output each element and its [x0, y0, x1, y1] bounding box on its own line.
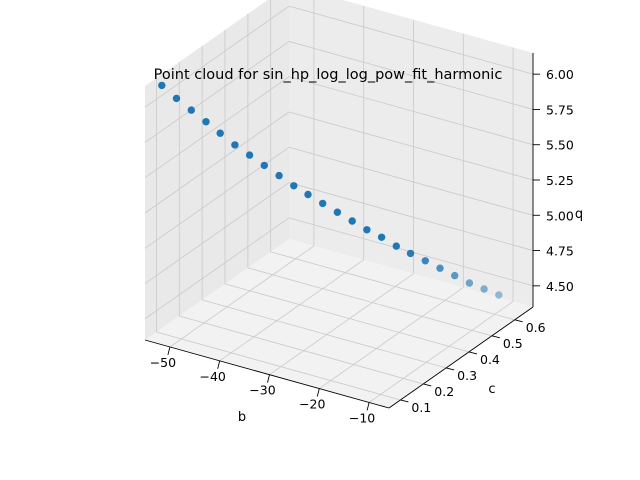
y-tick-label: 0.4: [480, 352, 500, 367]
grid-line-z: [144, 76, 290, 179]
data-point: [406, 249, 415, 258]
x-tick-label: −30: [249, 383, 275, 398]
data-point: [363, 226, 371, 234]
grid-line-y: [179, 315, 424, 385]
y-tick-mark: [491, 335, 500, 339]
data-point: [172, 94, 181, 103]
grid-line-z: [288, 182, 534, 251]
grid-line-z: [288, 146, 534, 216]
data-point: [495, 291, 503, 299]
data-point: [421, 257, 429, 265]
grid-line-z: [144, 217, 290, 320]
grid-line-x: [219, 259, 364, 362]
x-tick-label: −20: [299, 397, 325, 412]
y-tick-label: 0.1: [411, 400, 431, 415]
data-points: [158, 81, 503, 299]
grid-line-z: [288, 5, 534, 75]
data-point: [377, 233, 386, 241]
z-axis-ticks: 4.50 4.75 5.00 5.25 5.50 5.75 6.00: [533, 67, 574, 294]
y-tick-label: 0.5: [503, 336, 523, 351]
floor-pane: [145, 239, 533, 408]
x-axis-label: b: [238, 410, 246, 425]
x-axis-line: [144, 339, 390, 409]
grid-line-x: [269, 273, 414, 376]
x-tick-label: −10: [349, 410, 375, 425]
y-axis-ticks: 0.10.20.30.40.50.6: [400, 319, 546, 415]
grid-line-z: [288, 76, 534, 146]
grid-line-y: [156, 331, 401, 401]
data-point: [304, 190, 312, 199]
data-point: [260, 161, 268, 170]
data-point: [465, 279, 474, 287]
data-point: [333, 208, 342, 216]
z-tick-label: 6.00: [546, 67, 574, 82]
x-tick-mark: [217, 360, 221, 369]
data-point: [231, 141, 239, 149]
grid-line-z: [288, 41, 534, 110]
data-point: [392, 242, 400, 250]
data-point: [216, 129, 224, 137]
z-tick-label: 4.50: [546, 279, 574, 294]
y-tick-label: 0.2: [434, 384, 454, 399]
y-tick-mark: [400, 399, 409, 403]
x-tick-mark: [167, 346, 171, 356]
y-tick-mark: [446, 367, 455, 371]
x-tick-mark: [267, 374, 270, 383]
grid-line-x: [169, 245, 315, 348]
z-tick-label: 5.50: [546, 138, 574, 153]
grid-line-x: [368, 301, 514, 403]
z-axis-label: q: [575, 207, 583, 222]
grid-line-y: [202, 299, 447, 369]
data-point: [451, 271, 459, 280]
grid-line-y: [224, 283, 470, 353]
x-tick-label: −50: [150, 355, 176, 370]
y-tick-mark: [423, 383, 432, 387]
z-tick-label: 5.25: [546, 173, 574, 188]
chart-title: Point cloud for sin_hp_log_log_pow_fit_h…: [154, 67, 503, 83]
x-axis-ticks: −50 −40 −30 −20 −10: [150, 346, 375, 425]
x-tick-mark: [366, 402, 370, 411]
grid-line-z: [144, 41, 290, 143]
data-point: [187, 106, 195, 114]
axes-panes: [145, 0, 533, 408]
data-point: [348, 217, 356, 225]
data-point: [290, 182, 298, 190]
data-point: [319, 199, 327, 208]
grid-lines: [144, 0, 534, 403]
y-tick-label: 0.3: [457, 368, 477, 383]
data-point: [275, 171, 283, 180]
y-axis-label: c: [488, 382, 495, 397]
grid-line-y: [270, 251, 515, 321]
data-point: [202, 118, 210, 126]
data-point: [480, 285, 488, 293]
z-tick-label: 4.75: [546, 244, 574, 259]
grid-line-z: [144, 182, 290, 284]
x-tick-mark: [316, 388, 320, 397]
back-pane: [289, 0, 533, 307]
y-tick-label: 0.6: [526, 320, 546, 335]
grid-line-z: [288, 111, 534, 181]
data-point: [436, 264, 444, 272]
x-tick-label: −40: [199, 369, 225, 384]
grid-line-z: [144, 5, 290, 108]
z-tick-label: 5.75: [546, 102, 574, 117]
z-tick-label: 5.00: [546, 208, 574, 223]
left-pane: [145, 0, 289, 340]
y-axis-line: [388, 306, 534, 409]
grid-line-x: [319, 287, 464, 389]
y-tick-mark: [514, 319, 523, 323]
grid-line-y: [247, 267, 492, 337]
data-point: [245, 151, 254, 159]
grid-line-z: [144, 111, 290, 214]
y-tick-mark: [468, 351, 478, 355]
data-point: [158, 81, 166, 90]
